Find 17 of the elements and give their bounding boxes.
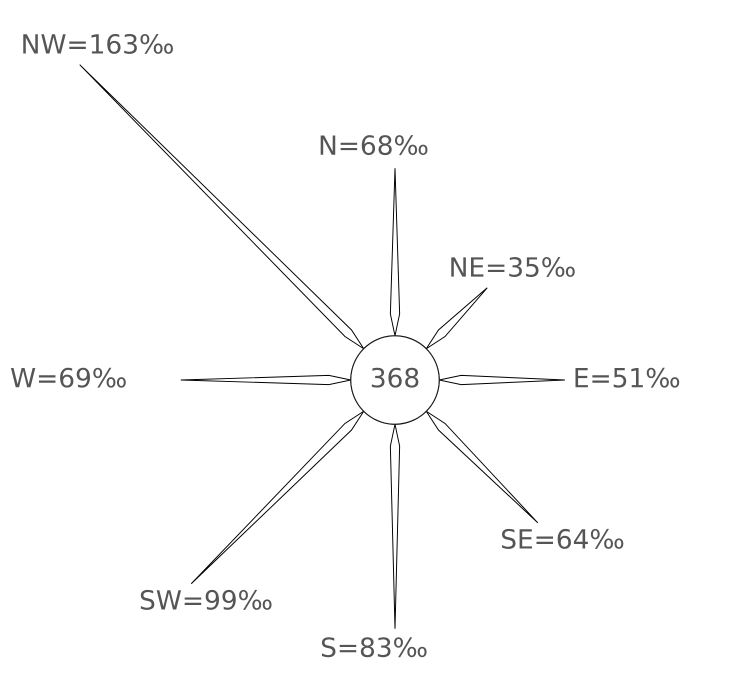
data-label: =64‰ [536,528,624,549]
data-label: =83‰ [340,637,427,658]
category-label: E [576,368,588,388]
data-label: =69‰ [38,368,126,388]
data-label: =99‰ [184,590,272,610]
data-label: =68‰ [340,135,428,156]
category-label: S [322,637,336,658]
data-label: =35‰ [488,257,575,277]
data-label: =51‰ [592,368,680,388]
category-label: W [10,368,36,388]
category-label: NE [451,257,484,277]
category-label: SW [140,590,182,610]
data-label: =163‰ [69,34,173,54]
category-label: NW [23,34,66,54]
category-label: N [320,135,336,155]
text: 368 [372,368,418,388]
category-label: SE [502,528,532,549]
